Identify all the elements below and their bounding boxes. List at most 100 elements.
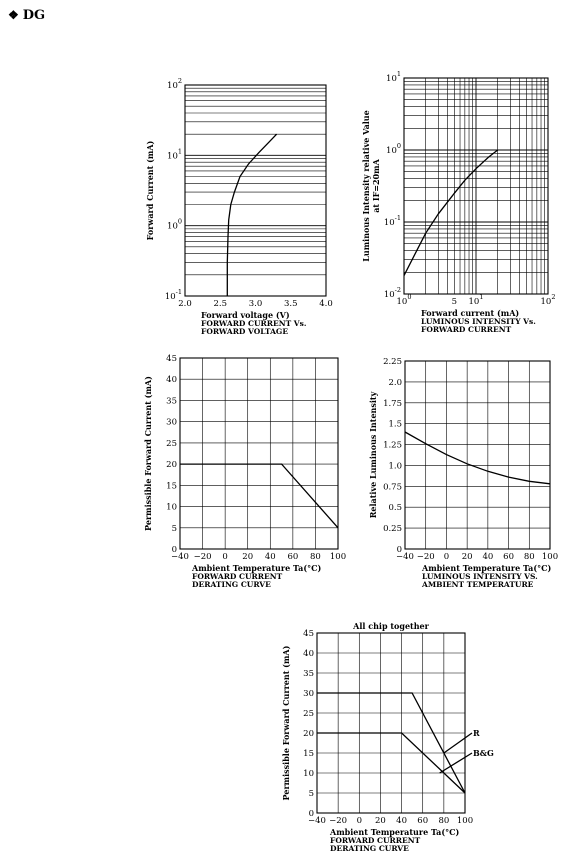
chart-caption: LUMINOUS INTENSITY Vs. bbox=[421, 317, 536, 326]
y-tick-label: 15 bbox=[166, 481, 177, 491]
y-tick-label: 2.0 bbox=[388, 378, 402, 388]
y-tick-label: 0 bbox=[397, 545, 402, 555]
x-tick-label: −20 bbox=[329, 816, 347, 826]
y-axis-label: Relative Luminous Intensity bbox=[368, 391, 378, 518]
chart-caption: DERATING CURVE bbox=[330, 844, 409, 853]
y-tick-label: 0.75 bbox=[383, 482, 402, 492]
x-tick-label: 2.5 bbox=[213, 299, 227, 309]
x-tick-label: 20 bbox=[462, 552, 473, 562]
x-tick-label: 100 bbox=[542, 552, 558, 562]
y-tick-label: 25 bbox=[303, 709, 314, 719]
chart-4: −40 −20 0 20 40 60 80 100 0 0.25 0.5 0.75 1.0 1.25 1.5… bbox=[368, 357, 558, 589]
x-axis-label: Ambient Temperature Ta(°C) bbox=[191, 563, 321, 573]
chart-caption: FORWARD CURRENT bbox=[330, 836, 421, 845]
x-tick-label: 100 bbox=[457, 816, 473, 826]
y-tick-label: 25 bbox=[166, 439, 177, 449]
y-axis-label: Permissible Forward Current (mA) bbox=[143, 376, 153, 531]
x-tick-label: 80 bbox=[438, 816, 449, 826]
x-tick-label: 0 bbox=[444, 552, 449, 562]
y-axis-label: Luminous Intensity relative Value bbox=[361, 110, 371, 261]
x-axis-label: Forward voltage (V) bbox=[201, 310, 290, 320]
x-axis-label: Ambient Temperature Ta(°C) bbox=[421, 563, 551, 573]
y-tick-label: 2.25 bbox=[383, 357, 402, 367]
y-tick-label: 101 bbox=[167, 147, 182, 161]
y-tick-label: 40 bbox=[166, 375, 177, 385]
chart-caption: FORWARD CURRENT bbox=[421, 325, 512, 334]
y-tick-label: 45 bbox=[166, 354, 177, 364]
x-tick-label: 2.0 bbox=[178, 299, 192, 309]
x-tick-label: 0 bbox=[357, 816, 362, 826]
y-tick-label: 10-2 bbox=[384, 286, 401, 300]
x-tick-label: −20 bbox=[194, 552, 212, 562]
x-tick-label: 3.0 bbox=[249, 299, 263, 309]
y-tick-label: 1.5 bbox=[388, 420, 402, 430]
x-tick-label: 4.0 bbox=[319, 299, 333, 309]
y-tick-label: 45 bbox=[303, 629, 314, 639]
page-title-text: DG bbox=[22, 8, 46, 23]
plot-frame bbox=[184, 84, 327, 297]
chart-caption: DERATING CURVE bbox=[192, 580, 271, 589]
x-axis-label: Forward current (mA) bbox=[421, 308, 519, 318]
y-tick-label: 30 bbox=[166, 418, 177, 428]
chart-5: −40 −20 0 20 40 60 80 100 0 5 10 15 20 25 30 35 40 45 Ambi… bbox=[281, 621, 494, 853]
chart-caption: FORWARD CURRENT Vs. bbox=[201, 319, 306, 328]
x-tick-label: 60 bbox=[503, 552, 514, 562]
chart-caption: LUMINOUS INTENSITY VS. bbox=[422, 572, 538, 581]
chart-1: 2.0 2.5 3.0 3.5 4.0 10-1 100 101 102 Forward volt… bbox=[145, 77, 333, 336]
y-tick-label: 40 bbox=[303, 649, 314, 659]
x-tick-label: −40 bbox=[396, 552, 414, 562]
y-tick-label: 0.25 bbox=[383, 524, 402, 534]
y-tick-label: 1.75 bbox=[383, 399, 402, 409]
annotation-label: R bbox=[473, 728, 480, 738]
x-tick-label: 60 bbox=[417, 816, 428, 826]
y-tick-label: 10 bbox=[303, 769, 314, 779]
y-tick-label: 1.0 bbox=[388, 461, 402, 471]
series-line-1 bbox=[226, 133, 278, 296]
series-line-1 bbox=[403, 149, 499, 276]
x-tick-label: 3.5 bbox=[284, 299, 298, 309]
plot-frame bbox=[316, 632, 466, 814]
x-tick-label: 60 bbox=[287, 552, 298, 562]
y-tick-label: 1.25 bbox=[383, 441, 402, 451]
y-tick-label: 102 bbox=[167, 77, 182, 91]
plot-frame bbox=[179, 357, 339, 550]
y-tick-label: 35 bbox=[166, 396, 177, 406]
y-tick-label: 15 bbox=[303, 749, 314, 759]
x-tick-label: 20 bbox=[242, 552, 253, 562]
chart-caption: FORWARD VOLTAGE bbox=[201, 327, 288, 336]
x-tick-label: 40 bbox=[265, 552, 276, 562]
x-tick-label: −20 bbox=[417, 552, 435, 562]
y-tick-label: 101 bbox=[386, 70, 401, 84]
x-tick-label: 5 bbox=[452, 297, 457, 307]
x-tick-label: −40 bbox=[308, 816, 326, 826]
y-tick-label: 0 bbox=[309, 809, 314, 819]
y-axis-label: at IF=20mA bbox=[371, 158, 381, 212]
series-line-1 bbox=[180, 463, 339, 529]
page-title: ❖ DG bbox=[8, 8, 45, 23]
series-line-bg bbox=[317, 732, 466, 794]
x-tick-label: −40 bbox=[171, 552, 189, 562]
x-tick-label: 80 bbox=[310, 552, 321, 562]
y-tick-label: 0.5 bbox=[388, 503, 402, 513]
y-tick-label: 35 bbox=[303, 669, 314, 679]
x-tick-label: 80 bbox=[524, 552, 535, 562]
y-axis-label: Forward Current (mA) bbox=[145, 140, 155, 240]
x-tick-label: 100 bbox=[330, 552, 346, 562]
x-tick-label: 101 bbox=[469, 293, 484, 307]
y-tick-label: 5 bbox=[172, 524, 177, 534]
annotation-label: B&G bbox=[473, 748, 494, 758]
annotation-leader bbox=[439, 752, 473, 774]
y-tick-label: 10-1 bbox=[384, 214, 401, 228]
x-tick-label: 40 bbox=[396, 816, 407, 826]
y-tick-label: 30 bbox=[303, 689, 314, 699]
plot-frame bbox=[404, 360, 551, 550]
y-tick-label: 20 bbox=[166, 460, 177, 470]
y-tick-label: 0 bbox=[172, 545, 177, 555]
x-tick-label: 0 bbox=[222, 552, 227, 562]
y-tick-label: 20 bbox=[303, 729, 314, 739]
x-tick-label: 20 bbox=[375, 816, 386, 826]
y-tick-label: 10 bbox=[166, 503, 177, 513]
x-tick-label: 100 bbox=[397, 293, 412, 307]
